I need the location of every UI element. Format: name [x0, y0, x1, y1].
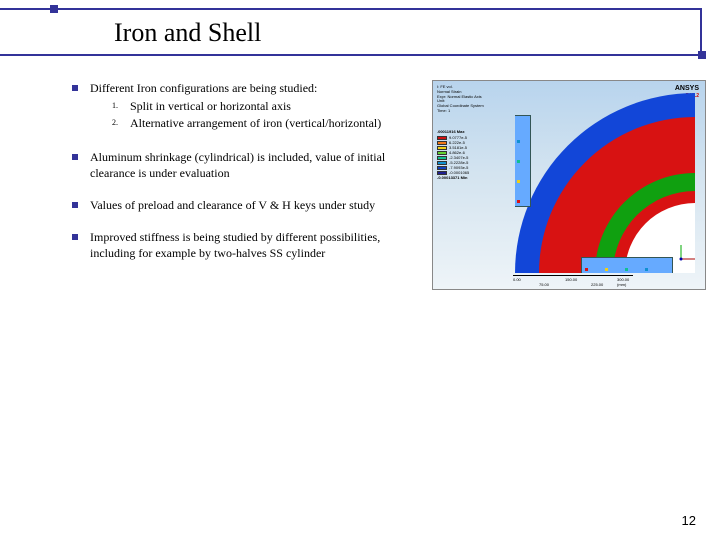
- figure-metadata: I: FE vol.Normal StrainExpr: Normal Elas…: [437, 85, 484, 114]
- bullet-item: Improved stiffness is being studied by d…: [72, 229, 412, 261]
- numbered-text: Alternative arrangement of iron (vertica…: [130, 115, 412, 131]
- square-bullet-icon: [72, 202, 78, 208]
- meta-line: Time: 1: [437, 109, 484, 114]
- numbered-item: 2.Alternative arrangement of iron (verti…: [112, 115, 412, 131]
- legend-swatch: [437, 156, 447, 160]
- data-chip: [605, 268, 608, 271]
- legend-min: -0.00013371 Min: [437, 175, 469, 180]
- ruler-label: 0.00: [513, 277, 521, 282]
- bullet-text: Values of preload and clearance of V & H…: [90, 197, 412, 213]
- scale-ruler: 0.00 150.00 300.00 (mm) 75.00 225.00: [513, 273, 633, 285]
- ruler-label: 300.00 (mm): [617, 277, 633, 287]
- data-chip: [517, 200, 520, 203]
- legend-swatch: [437, 161, 447, 165]
- ruler-mid-label: 225.00: [591, 282, 603, 287]
- numbered-text: Split in vertical or horizontal axis: [130, 98, 412, 114]
- quarter-section-plot: [515, 93, 695, 273]
- bullet-item: Aluminum shrinkage (cylindrical) is incl…: [72, 149, 412, 181]
- legend-max: .00011916 Max: [437, 129, 469, 134]
- title-bar: Iron and Shell: [0, 8, 720, 50]
- data-chip: [625, 268, 628, 271]
- square-bullet-icon: [72, 234, 78, 240]
- color-legend: .00011916 Max9.0777e-56.222e-53.5181e-54…: [437, 129, 469, 181]
- square-bullet-icon: [72, 154, 78, 160]
- ansys-figure: ANSYS R17.2 I: FE vol.Normal StrainExpr:…: [432, 80, 706, 290]
- numbered-item: 1.Split in vertical or horizontal axis: [112, 98, 412, 114]
- square-bullet-icon: [72, 85, 78, 91]
- bullet-item: Different Iron configurations are being …: [72, 80, 412, 133]
- legend-swatch: [437, 166, 447, 170]
- legend-swatch: [437, 146, 447, 150]
- data-chip: [517, 160, 520, 163]
- item-number: 1.: [112, 98, 130, 114]
- legend-swatch: [437, 171, 447, 175]
- data-chip: [585, 268, 588, 271]
- data-chip: [517, 140, 520, 143]
- ansys-logo: ANSYS: [675, 85, 699, 92]
- item-number: 2.: [112, 115, 130, 131]
- ruler-mid-label: 75.00: [539, 282, 549, 287]
- legend-swatch: [437, 151, 447, 155]
- data-chip: [517, 180, 520, 183]
- bullet-text: Different Iron configurations are being …: [90, 80, 412, 96]
- data-chip: [645, 268, 648, 271]
- axis-triad-icon: [677, 243, 697, 263]
- legend-swatch: [437, 141, 447, 145]
- bullet-item: Values of preload and clearance of V & H…: [72, 197, 412, 213]
- bullet-text: Aluminum shrinkage (cylindrical) is incl…: [90, 149, 412, 181]
- content-body: Different Iron configurations are being …: [72, 80, 412, 278]
- bullet-text: Improved stiffness is being studied by d…: [90, 229, 412, 261]
- page-number: 12: [682, 513, 696, 528]
- page-title: Iron and Shell: [114, 18, 261, 48]
- legend-swatch: [437, 136, 447, 140]
- ruler-label: 150.00: [565, 277, 577, 282]
